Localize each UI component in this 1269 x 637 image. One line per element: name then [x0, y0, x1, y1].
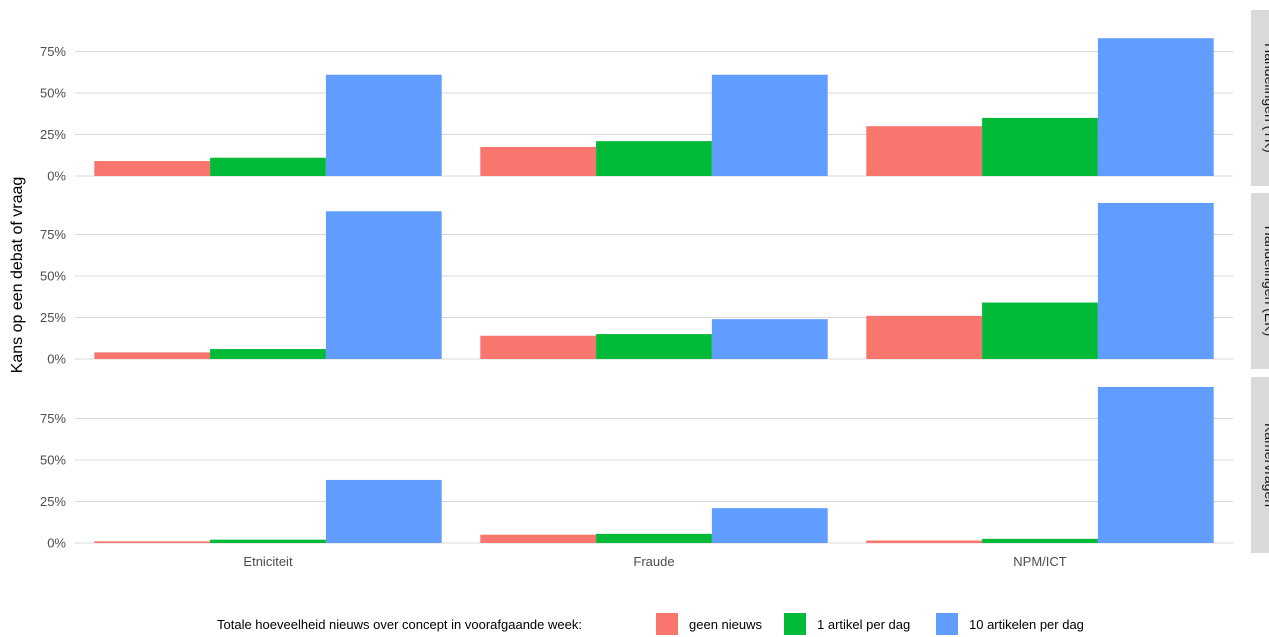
bar	[480, 534, 597, 543]
bar	[210, 157, 326, 176]
bar	[1097, 386, 1214, 543]
bar	[94, 352, 211, 359]
bar	[480, 146, 597, 176]
bar	[1097, 38, 1214, 176]
facet-strip-label: Kamervragen	[1262, 423, 1269, 507]
x-tick-label: NPM/ICT	[1013, 554, 1067, 569]
facet-panel: 0% 25% 50% 75% Kamervragen	[40, 377, 1269, 553]
bar	[325, 74, 442, 176]
bar	[596, 141, 712, 176]
x-tick-label: Etniciteit	[243, 554, 293, 569]
bar	[210, 349, 326, 359]
y-tick-label: 50%	[40, 453, 66, 468]
facet-strip-label: Handelingen (EK)	[1262, 226, 1269, 337]
x-axis-ticks: Etniciteit Fraude NPM/ICT	[243, 554, 1066, 569]
bar	[866, 315, 983, 359]
bar	[982, 302, 1098, 359]
facet-strip	[1251, 193, 1269, 369]
y-axis-label: Kans op een debat of vraag	[9, 177, 26, 374]
y-tick-label: 75%	[40, 227, 66, 242]
bar	[866, 126, 983, 176]
panels: 0% 25% 50% 75% Handelingen (TK) 0% 25% 50% 75% Ha…	[40, 10, 1269, 553]
facet-strip	[1251, 377, 1269, 553]
bar	[596, 533, 712, 543]
bar	[711, 319, 828, 359]
y-tick-label: 50%	[40, 269, 66, 284]
bar	[596, 334, 712, 359]
y-tick-label: 0%	[47, 536, 66, 551]
y-tick-label: 75%	[40, 44, 66, 59]
facet-strip-label: Handelingen (TK)	[1262, 43, 1269, 153]
bar	[480, 335, 597, 359]
y-tick-label: 25%	[40, 494, 66, 509]
facet-panel: 0% 25% 50% 75% Handelingen (TK)	[40, 10, 1269, 186]
legend-key	[936, 613, 958, 635]
legend-title: Totale hoeveelheid nieuws over concept i…	[217, 617, 582, 632]
legend-label: 10 artikelen per dag	[969, 617, 1084, 632]
bar	[325, 211, 442, 359]
y-tick-label: 0%	[47, 352, 66, 367]
legend-key	[784, 613, 806, 635]
legend: Totale hoeveelheid nieuws over concept i…	[217, 613, 1084, 635]
legend-label: 1 artikel per dag	[817, 617, 910, 632]
y-tick-label: 25%	[40, 127, 66, 142]
legend-label: geen nieuws	[689, 617, 762, 632]
legend-key	[656, 613, 678, 635]
bar	[210, 539, 326, 543]
y-tick-label: 25%	[40, 310, 66, 325]
bar	[94, 541, 211, 543]
y-tick-label: 0%	[47, 169, 66, 184]
bar	[866, 540, 983, 543]
bar	[711, 74, 828, 176]
facet-panel: 0% 25% 50% 75% Handelingen (EK)	[40, 193, 1269, 369]
bar	[982, 538, 1098, 543]
bar	[982, 117, 1098, 176]
bar	[325, 479, 442, 543]
facet-strip	[1251, 10, 1269, 186]
bar	[94, 161, 211, 176]
bar	[1097, 202, 1214, 359]
y-tick-label: 50%	[40, 86, 66, 101]
y-tick-label: 75%	[40, 411, 66, 426]
bar	[711, 508, 828, 543]
x-tick-label: Fraude	[633, 554, 674, 569]
